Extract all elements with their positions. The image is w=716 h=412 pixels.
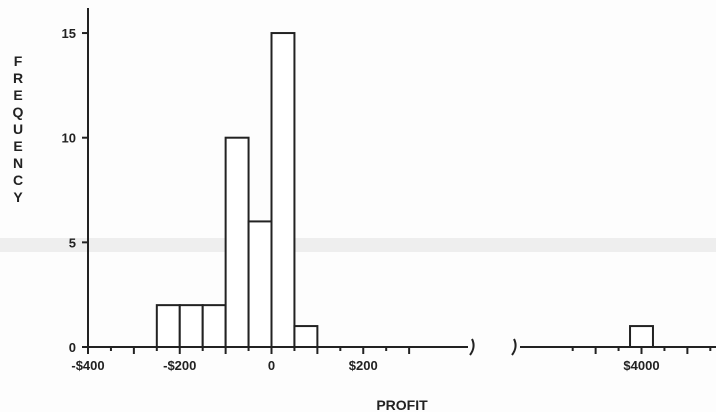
histogram-bar — [270, 32, 296, 349]
axis-break-mark — [469, 338, 475, 356]
y-tick-label: 15 — [62, 26, 76, 41]
y-tick-label: 5 — [69, 235, 76, 250]
x-axis: -$400 -$200 0 $200 $4000 — [71, 338, 716, 373]
histogram-bar — [178, 304, 204, 349]
x-tick-label: $200 — [349, 358, 378, 373]
y-tick-label: 0 — [69, 340, 76, 355]
x-tick-label: 0 — [268, 358, 275, 373]
y-axis-title-letter: F — [14, 53, 23, 69]
y-axis-title-letter: E — [13, 87, 22, 103]
y-axis: 0 5 10 15 — [62, 8, 89, 355]
y-axis-title-letter: E — [13, 138, 22, 154]
axis-break-mark — [511, 338, 517, 356]
y-axis-title-letter: Q — [13, 104, 24, 120]
x-axis-title: PROFIT — [376, 397, 428, 412]
bars — [155, 32, 654, 349]
histogram-bar — [224, 136, 250, 348]
histogram-bar — [293, 325, 319, 349]
histogram-bar — [155, 304, 181, 349]
y-axis-title-letter: U — [13, 121, 23, 137]
y-axis-title-letter: C — [13, 172, 23, 188]
y-axis-title-letter: N — [13, 155, 23, 171]
x-tick-label: -$400 — [71, 358, 104, 373]
x-tick-label: -$200 — [163, 358, 196, 373]
y-axis-title-letter: Y — [13, 189, 23, 205]
scan-shadow-band — [0, 238, 716, 252]
x-tick-label: $4000 — [623, 358, 659, 373]
y-axis-title-letter: R — [13, 70, 23, 86]
histogram-bar — [201, 304, 227, 349]
histogram-bar — [247, 220, 273, 348]
histogram-bar — [629, 325, 654, 349]
y-tick-label: 10 — [62, 131, 76, 146]
